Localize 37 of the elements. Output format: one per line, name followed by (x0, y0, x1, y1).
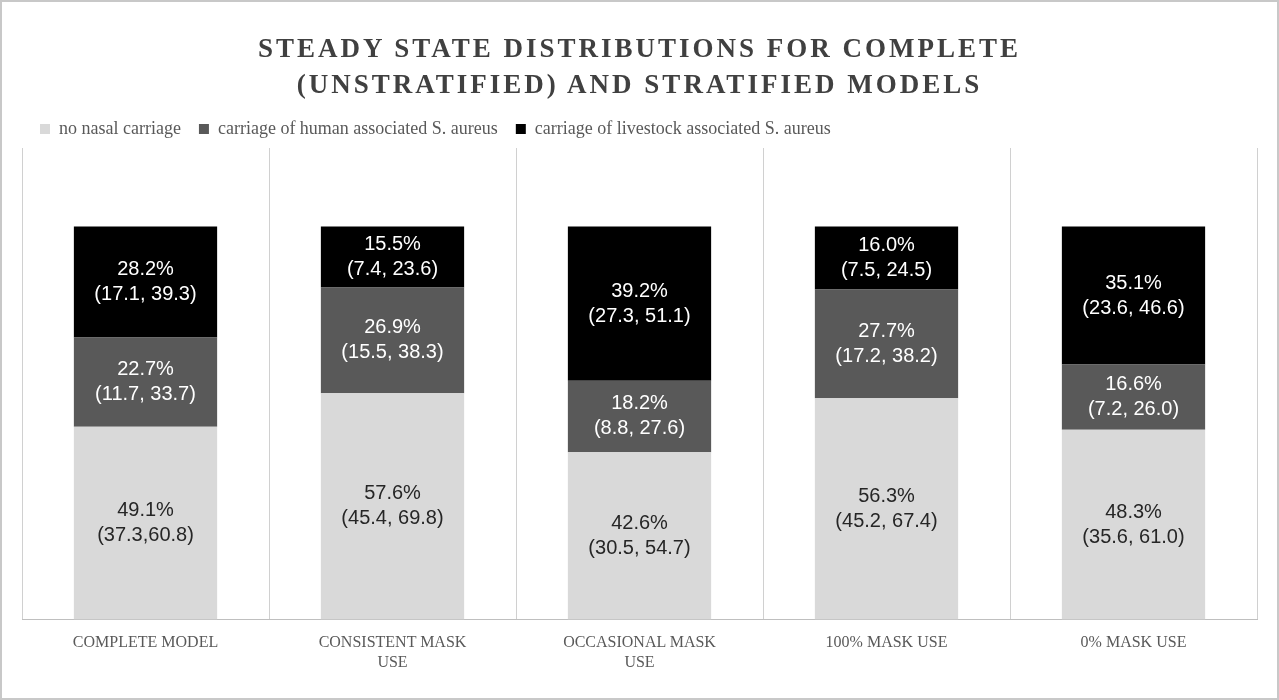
data-label: 42.6% (30.5, 54.7) (588, 510, 691, 558)
data-label: 49.1% (37.3,60.8) (97, 498, 194, 546)
x-tick-label: 0% MASK USE (1080, 633, 1187, 651)
data-label: 27.7% (17.2, 38.2) (835, 318, 938, 366)
data-label: 56.3% (45.2, 67.4) (835, 483, 938, 531)
x-tick-label: CONSISTENT MASK USE (318, 633, 467, 670)
x-tick-label: 100% MASK USE (825, 633, 948, 651)
bar (1061, 429, 1206, 620)
bar (814, 398, 959, 620)
bar (1061, 226, 1206, 365)
bar (567, 226, 712, 381)
data-label: 26.9% (15.5, 38.3) (341, 315, 444, 363)
chart-title: STEADY STATE DISTRIBUTIONS FOR COMPLETE (UNSTRATIFIED) AND STRATIFIED MODELS (256, 32, 1023, 101)
legend-label: no nasal carriage (59, 117, 181, 138)
data-label: 18.2% (8.8, 27.6) (593, 391, 686, 439)
bar (73, 426, 218, 620)
data-label: 57.6% (45.4, 69.8) (341, 481, 444, 529)
bar (567, 452, 712, 620)
x-tick-label: OCCASIONAL MASK USE (563, 633, 717, 670)
data-label: 28.2% (17.1, 39.3) (94, 257, 197, 305)
data-label: 22.7% (11.7, 33.7) (95, 357, 196, 405)
bar (73, 226, 218, 338)
bar (73, 337, 218, 427)
bar (567, 380, 712, 453)
data-label: 39.2% (27.3, 51.1) (588, 278, 691, 326)
bar (320, 287, 465, 394)
data-label: 16.0% (7.5, 24.5) (840, 233, 933, 281)
data-label: 35.1% (23.6, 46.6) (1082, 270, 1185, 318)
data-label: 15.5% (7.4, 23.6) (346, 232, 439, 280)
bar (320, 393, 465, 620)
bar (1061, 364, 1206, 430)
x-tick-label: COMPLETE MODEL (72, 633, 219, 651)
legend-label: carriage of human associated S. aureus (217, 117, 498, 138)
data-label: 16.6% (7.2, 26.0) (1087, 372, 1180, 420)
legend-label: carriage of livestock associated S. aureus (534, 117, 831, 138)
bar (814, 289, 959, 399)
data-label: 48.3% (35.6, 61.0) (1082, 499, 1185, 547)
